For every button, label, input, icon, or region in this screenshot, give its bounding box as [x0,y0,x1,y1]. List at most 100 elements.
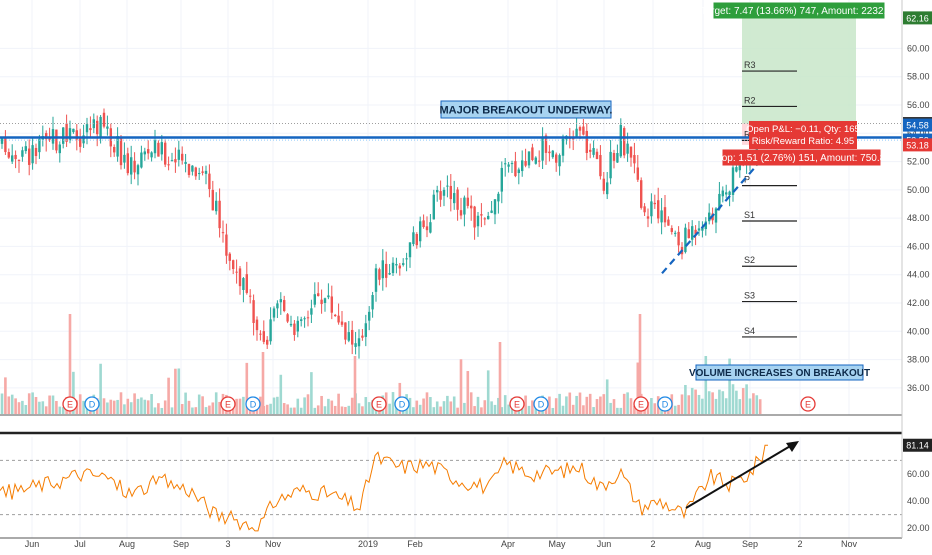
open-pl-box [749,121,857,149]
open-pl-label: Open P&L: −0.11, Qty: 165 [746,124,860,135]
candle-body [531,147,534,161]
candle-body [306,317,310,319]
candle-body [385,263,388,278]
earnings-marker-label: E [638,400,644,410]
candle-body [300,319,303,321]
volume-bar [650,398,653,414]
volume-bar [602,394,606,414]
candle-body [160,142,163,155]
candle-body [184,161,187,164]
candle-body [599,155,602,177]
candle-body [82,135,85,144]
candle-body [697,228,701,231]
volume-bar [582,405,585,414]
candle-body [218,200,221,229]
price-badge-label: 53.18 [906,140,929,150]
volume-bar [306,394,310,414]
volume-bar [612,399,616,414]
volume-bar [129,402,133,414]
candle-body [398,265,401,269]
volume-bar [486,370,490,414]
breakout-annotation-box [440,100,612,119]
volume-bar [112,400,116,414]
candle-body [402,263,405,265]
volume-bar [534,405,538,414]
volume-bar [551,407,555,414]
candle-body [459,210,463,216]
candle-body [582,126,585,135]
candle-body [521,160,524,172]
candle-body [167,164,170,166]
price-tick-label: 46.00 [907,241,930,251]
target-label-box [713,2,885,19]
time-tick-label: Feb [407,539,423,549]
earnings-marker [62,396,78,412]
volume-bar [531,400,534,414]
volume-bar [344,406,347,414]
volume-bar [218,401,221,414]
candle-body [378,269,381,280]
volume-bar [578,392,582,414]
candle-body [334,314,337,317]
volume-bar [554,398,558,414]
volume-bar [520,406,524,414]
candle-body [517,169,520,174]
dividend-marker [84,396,100,412]
volume-bar [646,401,650,414]
candle-body [130,157,133,175]
time-tick-label: Aug [695,539,711,549]
candle-body [657,200,660,219]
volume-bar [605,379,609,414]
earnings-marker [633,396,649,412]
volume-bar [41,401,45,414]
volume-bar [748,398,752,414]
price-axis-bg [902,0,932,550]
volume-bar [34,397,38,414]
candle-body [456,189,459,210]
candle-body [558,155,561,167]
price-tick-label: 48.00 [907,213,930,223]
candle-body [4,137,7,153]
volume-bar [340,406,344,414]
candle-body [694,229,697,235]
volume-bar [293,407,296,414]
volume-bar [286,404,289,414]
candle-body [368,311,371,321]
candle-body [330,296,333,313]
volume-bar [690,387,694,414]
volume-bar [408,397,412,414]
volume-bar [282,403,286,414]
candle-body [201,171,204,173]
volume-bar [27,393,31,414]
volume-bar [153,407,157,414]
dividend-marker-label: D [250,400,257,410]
volume-bar [269,403,272,414]
volume-bar [51,395,55,414]
volume-spike [638,314,642,414]
candle-body [616,153,619,163]
candle-body [735,167,738,172]
volume-bar [72,371,75,414]
price-badge [903,11,932,25]
price-tick-label: 36.00 [907,383,930,393]
candle-body [177,149,180,160]
volume-bar [609,402,612,414]
pivot-label-p: P [744,175,750,185]
candle-body [466,197,469,206]
volume-bar [99,363,102,414]
candle-body [17,159,21,161]
candle-body [24,146,27,152]
volume-bar [337,393,340,414]
time-tick-label: Jul [74,539,86,549]
volume-bar [568,392,572,414]
candle-body [691,226,694,240]
candle-body [721,190,724,197]
rsi-tick-label: 40.00 [907,496,930,506]
volume-bar [201,396,204,414]
candle-body [487,215,490,220]
candle-body [34,147,38,157]
volume-bar [197,394,201,414]
rsi-trend-arrow [685,444,793,509]
volume-bar [391,392,395,414]
